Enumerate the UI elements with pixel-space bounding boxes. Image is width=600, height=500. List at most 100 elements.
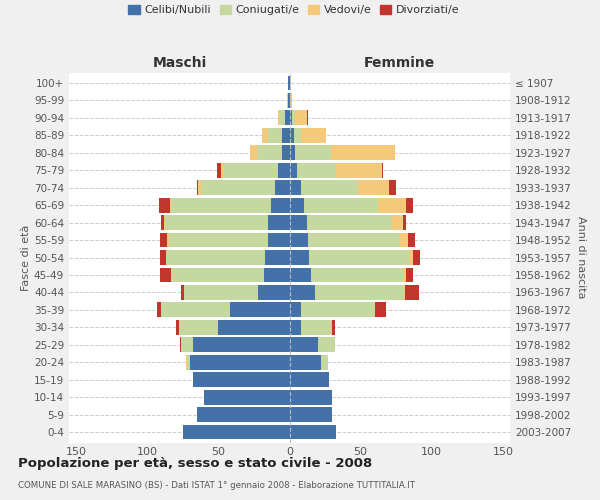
Bar — [275, 180, 290, 195]
Bar — [166, 215, 268, 230]
Bar — [290, 424, 337, 440]
Bar — [318, 338, 335, 352]
Bar — [290, 355, 321, 370]
Bar — [290, 128, 294, 142]
Bar — [287, 93, 288, 108]
Bar — [199, 180, 202, 195]
Bar — [321, 355, 328, 370]
Bar — [304, 198, 378, 212]
Bar — [288, 93, 290, 108]
Bar — [164, 215, 166, 230]
Bar — [218, 320, 290, 334]
Bar — [187, 355, 190, 370]
Bar — [197, 407, 290, 422]
Bar — [290, 76, 291, 90]
Bar — [204, 390, 290, 404]
Bar — [331, 146, 395, 160]
Bar — [290, 302, 301, 318]
Bar — [400, 232, 407, 248]
Bar — [190, 355, 290, 370]
Bar — [283, 128, 290, 142]
Bar — [230, 302, 290, 318]
Bar — [257, 146, 283, 160]
Bar — [337, 163, 382, 178]
Bar — [184, 285, 258, 300]
Bar — [295, 110, 307, 126]
Bar — [311, 268, 403, 282]
Bar — [378, 198, 406, 212]
Bar — [290, 372, 329, 387]
Bar — [403, 215, 406, 230]
Bar — [262, 128, 268, 142]
Bar — [160, 250, 166, 265]
Bar — [358, 180, 389, 195]
Bar — [382, 163, 383, 178]
Bar — [392, 215, 403, 230]
Bar — [265, 250, 290, 265]
Bar — [179, 320, 218, 334]
Bar — [389, 180, 396, 195]
Bar — [290, 110, 292, 126]
Bar — [308, 232, 400, 248]
Text: Popolazione per età, sesso e stato civile - 2008: Popolazione per età, sesso e stato civil… — [18, 458, 372, 470]
Bar — [183, 424, 290, 440]
Bar — [217, 163, 221, 178]
Bar — [271, 198, 290, 212]
Bar — [375, 302, 386, 318]
Bar — [176, 320, 179, 334]
Bar — [280, 110, 285, 126]
Bar — [296, 163, 337, 178]
Bar — [278, 163, 290, 178]
Bar — [167, 232, 169, 248]
Bar — [158, 198, 170, 212]
Bar — [166, 250, 265, 265]
Bar — [278, 110, 280, 126]
Bar — [170, 198, 172, 212]
Text: COMUNE DI SALE MARASINO (BS) - Dati ISTAT 1° gennaio 2008 - Elaborazione TUTTITA: COMUNE DI SALE MARASINO (BS) - Dati ISTA… — [18, 481, 415, 490]
Y-axis label: Anni di nascita: Anni di nascita — [575, 216, 586, 298]
Bar — [310, 250, 409, 265]
Bar — [290, 180, 301, 195]
Bar — [157, 302, 161, 318]
Bar — [290, 163, 296, 178]
Bar — [290, 268, 311, 282]
Bar — [292, 110, 295, 126]
Text: Femmine: Femmine — [364, 56, 434, 70]
Legend: Celibi/Nubili, Coniugati/e, Vedovi/e, Divorziati/e: Celibi/Nubili, Coniugati/e, Vedovi/e, Di… — [124, 0, 464, 20]
Bar — [161, 215, 164, 230]
Bar — [301, 180, 358, 195]
Bar — [290, 250, 310, 265]
Bar — [413, 250, 421, 265]
Bar — [290, 198, 304, 212]
Bar — [301, 128, 326, 142]
Bar — [405, 285, 419, 300]
Y-axis label: Fasce di età: Fasce di età — [21, 224, 31, 290]
Bar — [258, 285, 290, 300]
Bar — [264, 268, 290, 282]
Bar — [290, 320, 301, 334]
Bar — [307, 215, 392, 230]
Bar — [268, 215, 290, 230]
Bar — [193, 372, 290, 387]
Bar — [290, 215, 307, 230]
Bar — [169, 232, 268, 248]
Bar — [290, 93, 292, 108]
Bar — [307, 110, 308, 126]
Bar — [181, 338, 193, 352]
Bar — [301, 320, 332, 334]
Bar — [172, 198, 271, 212]
Bar — [160, 268, 172, 282]
Bar — [161, 302, 230, 318]
Bar — [332, 320, 335, 334]
Bar — [290, 390, 332, 404]
Bar — [403, 285, 405, 300]
Bar — [406, 198, 413, 212]
Bar — [221, 163, 224, 178]
Bar — [409, 250, 413, 265]
Bar — [290, 338, 318, 352]
Bar — [315, 285, 403, 300]
Bar — [160, 232, 167, 248]
Bar — [180, 338, 181, 352]
Bar — [197, 180, 199, 195]
Text: Maschi: Maschi — [153, 56, 207, 70]
